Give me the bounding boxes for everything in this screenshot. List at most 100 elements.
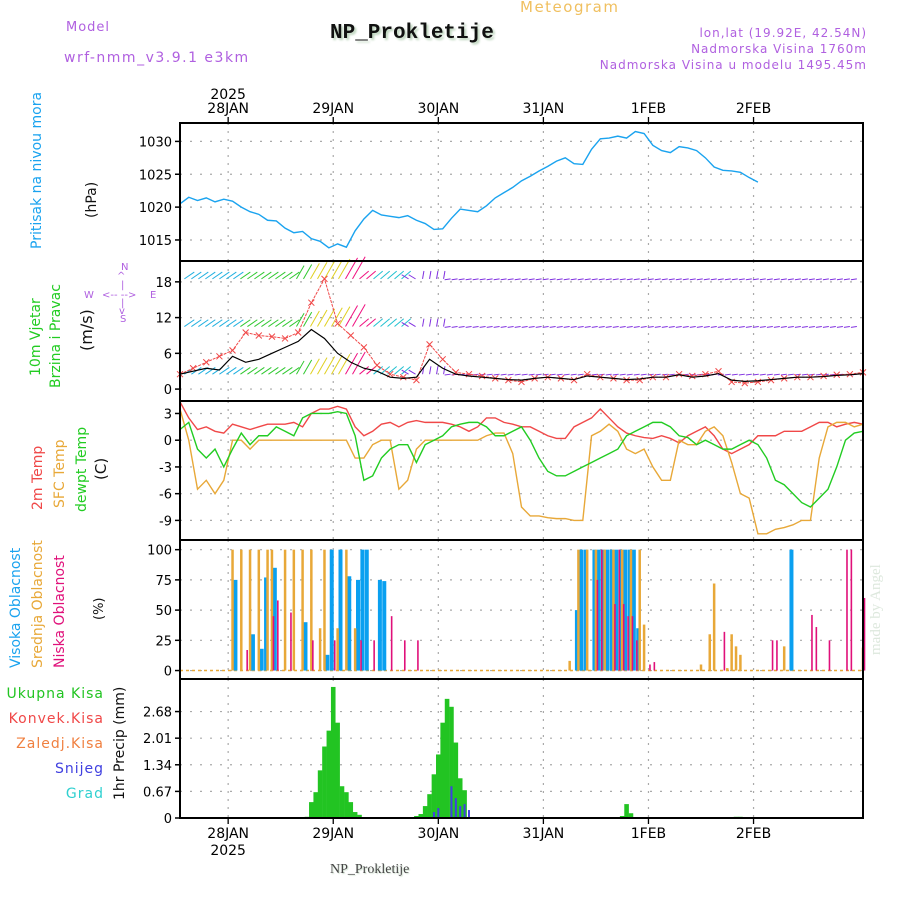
wind-arrow bbox=[731, 278, 738, 281]
wind-arrow bbox=[247, 367, 258, 375]
wind-arrow bbox=[240, 271, 251, 280]
wind-arrow bbox=[766, 373, 773, 376]
wind-arrow bbox=[254, 319, 265, 327]
wind-arrow bbox=[591, 278, 598, 281]
wind-arrow bbox=[752, 278, 759, 281]
legend-graupel: Grad bbox=[65, 786, 104, 802]
wind-arrow bbox=[184, 319, 195, 327]
y-tick-label: 100 bbox=[147, 544, 172, 559]
precip-total-bar bbox=[628, 813, 634, 818]
wind-arrow bbox=[184, 271, 195, 280]
wind-arrow bbox=[640, 373, 647, 376]
wind-arrow bbox=[633, 326, 640, 328]
cloud-mid-bar bbox=[620, 549, 624, 671]
wind-arrow bbox=[493, 278, 500, 281]
wind-arrow bbox=[759, 373, 766, 376]
wind-arrow bbox=[380, 318, 391, 327]
precip-snow-bar bbox=[454, 798, 457, 818]
wind-arrow bbox=[282, 271, 293, 280]
wind-arrow bbox=[429, 366, 432, 375]
cloud-low-bar bbox=[403, 640, 406, 671]
wind-arrow bbox=[654, 326, 661, 328]
wind-arrow bbox=[247, 319, 258, 327]
wind-arrow bbox=[759, 326, 766, 328]
location-coordinates: lon,lat (19.92E, 42.54N) bbox=[699, 26, 867, 40]
wind-arrow bbox=[584, 326, 591, 328]
cloud-mid-bar bbox=[638, 549, 641, 671]
precip-snow-bar bbox=[463, 804, 466, 818]
wind-arrow bbox=[500, 373, 507, 376]
cloud-mid-bar bbox=[266, 549, 269, 671]
y-tick-label: -6 bbox=[159, 488, 172, 503]
wind-arrow bbox=[444, 278, 451, 281]
cloud-high-bar bbox=[264, 577, 269, 671]
cloud-mid-bar bbox=[568, 660, 571, 671]
wind-arrow bbox=[773, 373, 780, 376]
wind-arrow bbox=[787, 373, 794, 376]
cloud-high-bar bbox=[377, 579, 382, 671]
cloud-mid-bar bbox=[642, 624, 646, 671]
wind-speed-marker bbox=[216, 352, 223, 360]
wind-arrow bbox=[563, 373, 570, 376]
wind-arrow bbox=[275, 367, 286, 375]
wind-arrow bbox=[317, 309, 328, 327]
wind-arrow bbox=[780, 373, 787, 376]
wind-arrow bbox=[254, 271, 265, 280]
y-tick-label: 1020 bbox=[139, 201, 172, 216]
wind-arrow bbox=[373, 366, 384, 375]
cloud-mid-bar bbox=[248, 549, 252, 671]
model-elevation: Nadmorska Visina u modelu 1495.45m bbox=[599, 58, 867, 72]
wind-arrow bbox=[317, 357, 328, 375]
x-tick-label-top: 2FEB bbox=[736, 101, 771, 117]
cloud-low-bar bbox=[373, 640, 375, 671]
cloud-high-bar bbox=[364, 549, 369, 671]
wind-speed-marker bbox=[426, 341, 433, 348]
wind-arrow bbox=[338, 354, 351, 375]
wind-arrow bbox=[556, 326, 563, 328]
wind-arrow bbox=[745, 373, 752, 376]
legend-snow: Snijeg bbox=[54, 761, 104, 777]
y-tick-label: 1.34 bbox=[143, 759, 172, 774]
wind-arrow bbox=[303, 264, 313, 280]
wind-arrow bbox=[766, 326, 773, 328]
wind-arrow bbox=[815, 278, 822, 281]
cloud-low-bar bbox=[614, 604, 616, 671]
compass-s: S bbox=[120, 314, 127, 325]
cloud-high-bar bbox=[636, 628, 641, 671]
wind-speed-marker bbox=[268, 333, 276, 341]
cloud-mid-bar bbox=[240, 549, 243, 671]
x-tick-label-bottom: 29JAN bbox=[312, 826, 354, 842]
tsfc-line bbox=[179, 408, 864, 535]
wind-arrow bbox=[745, 278, 752, 281]
wind-arrow bbox=[254, 367, 265, 375]
cloud-low-bar bbox=[863, 598, 866, 671]
cloud-mid-bar bbox=[734, 646, 738, 671]
wind-arrow bbox=[275, 319, 286, 327]
precip-total-bar bbox=[317, 770, 323, 818]
wind-arrow bbox=[233, 319, 244, 327]
cloud-low-bar bbox=[828, 640, 831, 671]
wind-arrow bbox=[535, 373, 542, 376]
wind-arrow bbox=[198, 271, 209, 280]
y-tick-label: 1025 bbox=[139, 168, 172, 183]
wind-arrow bbox=[472, 326, 479, 328]
wind-arrow bbox=[773, 326, 780, 328]
wind-arrow bbox=[429, 318, 432, 327]
wind-arrow bbox=[443, 366, 446, 375]
x-tick-label-top: 31JAN bbox=[523, 101, 565, 117]
cloud-mid-bar bbox=[730, 634, 733, 671]
wind-speed-marker bbox=[360, 344, 368, 351]
wind-arrow bbox=[436, 366, 439, 375]
wind-arrow bbox=[275, 271, 286, 280]
cloud-mid-bar bbox=[612, 549, 615, 671]
wind-arrow bbox=[198, 319, 209, 327]
y-tick-label: 2.68 bbox=[143, 706, 172, 721]
station-elevation: Nadmorska Visina 1760m bbox=[691, 42, 867, 56]
wind-arrow bbox=[738, 326, 745, 328]
x-year-label-top: 2025 bbox=[210, 87, 246, 103]
precip-total-bar bbox=[335, 722, 340, 818]
wind-speed-marker bbox=[399, 373, 407, 381]
compass-e: E bbox=[150, 290, 157, 301]
y-tick-label: -3 bbox=[159, 461, 172, 476]
cloud-mid-bar bbox=[629, 549, 633, 671]
